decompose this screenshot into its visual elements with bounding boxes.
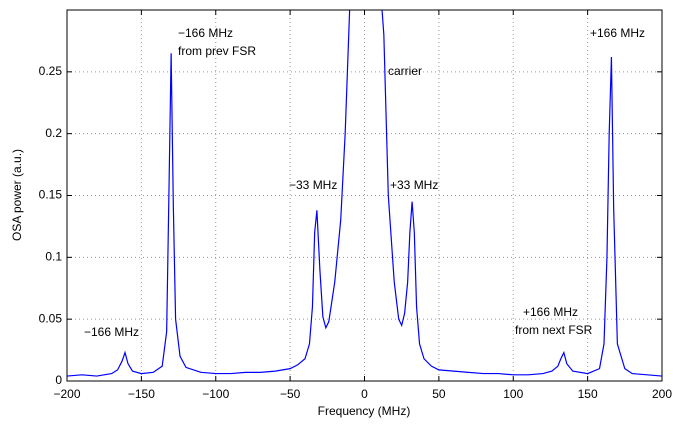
annotation: from prev FSR (178, 44, 256, 58)
x-tick-label: 0 (361, 387, 368, 401)
y-tick-label: 0.1 (45, 250, 62, 264)
x-tick-label: −200 (53, 387, 80, 401)
x-tick-label: −150 (128, 387, 155, 401)
annotation: +33 MHz (390, 178, 438, 192)
y-tick-label: 0.05 (39, 311, 63, 325)
y-tick-label: 0.25 (39, 64, 63, 78)
x-tick-label: 150 (578, 387, 598, 401)
x-tick-label: 200 (652, 387, 672, 401)
annotation: −33 MHz (289, 178, 337, 192)
annotation: carrier (388, 64, 422, 78)
annotation: −166 MHz (84, 325, 139, 339)
spectrum-line (67, 10, 662, 377)
x-tick-label: 50 (432, 387, 446, 401)
annotation: from next FSR (515, 323, 593, 337)
y-tick-label: 0 (55, 373, 62, 387)
x-tick-label: −100 (202, 387, 229, 401)
x-axis-label: Frequency (MHz) (318, 404, 411, 418)
annotation: −166 MHz (178, 26, 233, 40)
annotation: +166 MHz (590, 26, 645, 40)
y-tick-label: 0.15 (39, 188, 63, 202)
axes-box (66, 9, 663, 382)
y-axis-label: OSA power (a.u.) (10, 149, 24, 241)
y-tick-label: 0.2 (45, 126, 62, 140)
x-tick-label: 100 (503, 387, 523, 401)
annotation: +166 MHz (523, 305, 578, 319)
plot-area (67, 10, 662, 381)
x-tick-label: −50 (280, 387, 301, 401)
